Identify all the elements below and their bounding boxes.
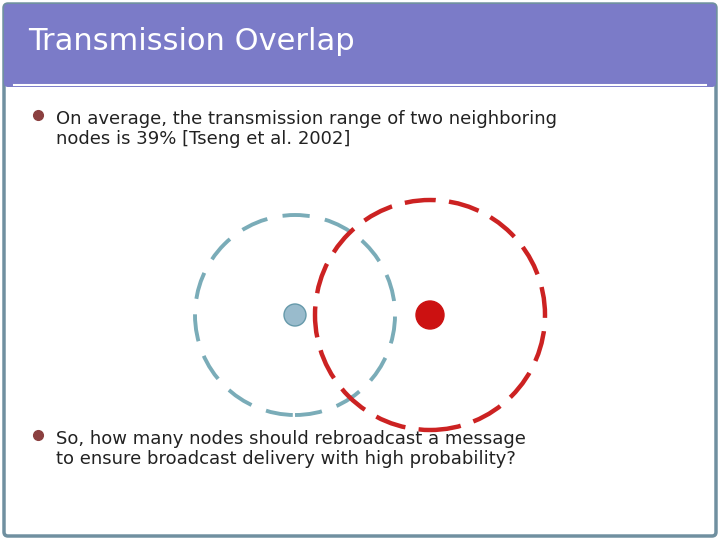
Text: So, how many nodes should rebroadcast a message: So, how many nodes should rebroadcast a … (56, 430, 526, 448)
Circle shape (416, 301, 444, 329)
Text: to ensure broadcast delivery with high probability?: to ensure broadcast delivery with high p… (56, 450, 516, 468)
Text: Transmission Overlap: Transmission Overlap (28, 27, 355, 56)
FancyBboxPatch shape (4, 4, 716, 87)
Text: On average, the transmission range of two neighboring: On average, the transmission range of tw… (56, 110, 557, 128)
FancyBboxPatch shape (4, 4, 716, 536)
Circle shape (284, 304, 306, 326)
Text: nodes is 39% [Tseng et al. 2002]: nodes is 39% [Tseng et al. 2002] (56, 130, 351, 148)
